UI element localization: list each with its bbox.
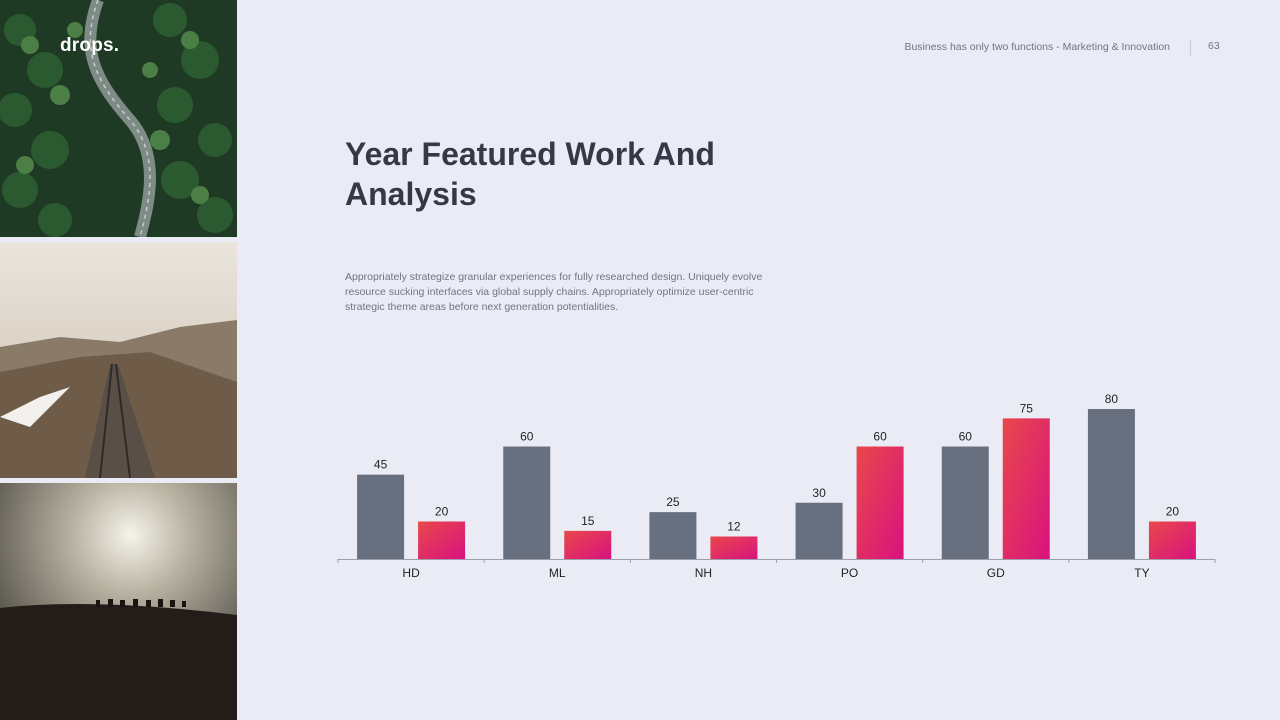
slide-body: Appropriately strategize granular experi… (345, 271, 763, 313)
x-tick-label: ML (549, 566, 566, 580)
data-label: 45 (374, 458, 388, 472)
page-number: 63 (1208, 40, 1220, 52)
x-tick-label: TY (1134, 566, 1149, 580)
data-label: 60 (873, 430, 887, 444)
data-label: 20 (1166, 505, 1180, 519)
railway-photo (0, 242, 237, 478)
bar-gd-series-1 (941, 446, 989, 559)
bar-hd-series-2 (418, 521, 466, 559)
data-label: 30 (812, 486, 826, 500)
bar-ml-series-1 (503, 446, 551, 559)
bar-po-series-1 (795, 502, 843, 559)
data-label: 60 (520, 430, 534, 444)
slide-title: Year Featured Work And Analysis (345, 136, 715, 212)
data-label: 15 (581, 514, 595, 528)
data-label: 12 (727, 520, 741, 534)
forest-road-photo (0, 0, 237, 237)
bar-nh-series-2 (710, 536, 758, 559)
bar-po-series-2 (856, 446, 904, 559)
x-tick-label: GD (987, 566, 1005, 580)
bar-gd-series-2 (1002, 418, 1050, 559)
bar-nh-series-1 (649, 512, 697, 559)
data-label: 20 (435, 505, 449, 519)
bar-chart-svg: 45 20 HD 60 15 ML 25 12 NH 30 60 PO 60 75 GD 80 20 TY (337, 392, 1216, 580)
desert-caravan-photo (0, 483, 237, 720)
bar-ty-series-1 (1087, 409, 1135, 559)
data-label: 75 (1020, 401, 1034, 415)
header-tagline: Business has only two functions - Market… (904, 41, 1170, 53)
bar-ml-series-2 (564, 530, 612, 559)
data-label: 25 (666, 495, 680, 509)
data-label: 80 (1105, 392, 1119, 406)
x-tick-label: HD (402, 566, 420, 580)
photo-column: drops. (0, 0, 237, 720)
data-label: 60 (959, 430, 973, 444)
x-tick-label: NH (695, 566, 712, 580)
bar-chart: 45 20 HD 60 15 ML 25 12 NH 30 60 PO 60 75 GD 80 20 TY (330, 380, 1230, 600)
header-divider (1190, 40, 1191, 56)
x-tick-label: PO (841, 566, 858, 580)
bar-hd-series-1 (357, 474, 405, 559)
brand-logo: drops. (60, 35, 120, 56)
bar-ty-series-2 (1148, 521, 1196, 559)
